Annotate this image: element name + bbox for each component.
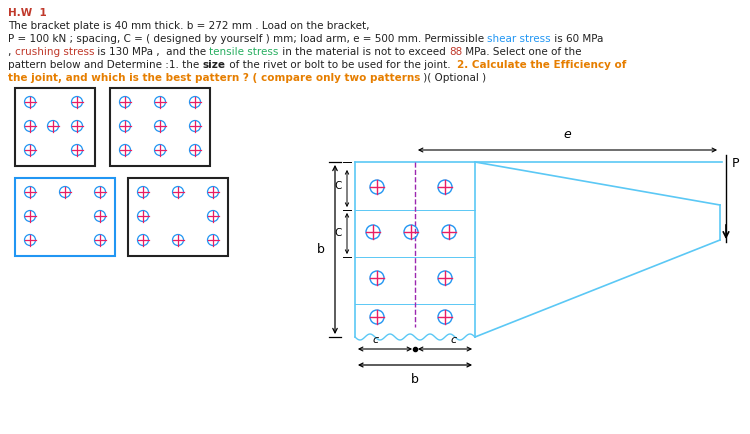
Bar xyxy=(15,88,95,166)
Text: H.W  1: H.W 1 xyxy=(8,8,46,18)
Text: c: c xyxy=(373,335,379,345)
Bar xyxy=(128,178,228,256)
Text: tensile stress: tensile stress xyxy=(209,47,279,57)
Text: )( Optional ): )( Optional ) xyxy=(420,73,486,83)
Text: shear stress: shear stress xyxy=(488,34,551,44)
Text: in the material is not to exceed: in the material is not to exceed xyxy=(279,47,448,57)
Text: is 60 MPa: is 60 MPa xyxy=(551,34,603,44)
Text: P = 100 kN ; spacing, C = ( designed by yourself ) mm; load arm, e = 500 mm. Per: P = 100 kN ; spacing, C = ( designed by … xyxy=(8,34,488,44)
Text: C: C xyxy=(334,228,342,239)
Text: c: c xyxy=(451,335,457,345)
Text: is 130 MPa ,  and the: is 130 MPa , and the xyxy=(94,47,209,57)
Text: pattern below and Determine :1. the: pattern below and Determine :1. the xyxy=(8,60,202,70)
Text: e: e xyxy=(564,128,572,141)
Bar xyxy=(110,88,210,166)
Text: The bracket plate is 40 mm thick. b = 272 mm . Load on the bracket,: The bracket plate is 40 mm thick. b = 27… xyxy=(8,21,370,31)
Text: MPa. Select one of the: MPa. Select one of the xyxy=(462,47,582,57)
Text: b: b xyxy=(411,373,419,386)
Text: P: P xyxy=(732,157,740,170)
Text: ,: , xyxy=(8,47,15,57)
Text: 88: 88 xyxy=(448,47,462,57)
Text: C: C xyxy=(334,181,342,191)
Text: size: size xyxy=(202,60,226,70)
Text: b: b xyxy=(317,243,325,256)
Text: of the rivet or bolt to be used for the joint.: of the rivet or bolt to be used for the … xyxy=(226,60,457,70)
Text: 2. Calculate the Efficiency of: 2. Calculate the Efficiency of xyxy=(457,60,626,70)
Text: crushing stress: crushing stress xyxy=(15,47,94,57)
Bar xyxy=(15,178,115,256)
Text: the joint, and which is the best pattern ? (: the joint, and which is the best pattern… xyxy=(8,73,261,83)
Text: compare only two patterns: compare only two patterns xyxy=(261,73,420,83)
